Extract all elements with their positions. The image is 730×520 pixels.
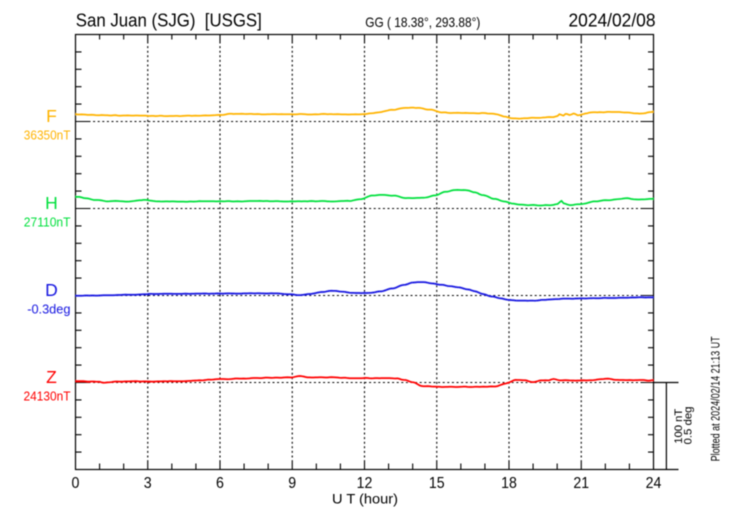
svg-text:0: 0 xyxy=(72,475,80,492)
svg-text:15: 15 xyxy=(429,475,445,492)
svg-text:24: 24 xyxy=(646,475,662,492)
svg-text:San Juan (SJG) [USGS]: San Juan (SJG) [USGS] xyxy=(76,10,262,31)
svg-text:Plotted at 2024/02/14 21:13 UT: Plotted at 2024/02/14 21:13 UT xyxy=(708,336,722,461)
svg-text:2024/02/08: 2024/02/08 xyxy=(569,10,656,31)
svg-text:27110nT: 27110nT xyxy=(24,215,71,230)
svg-text:GG ( 18.38°, 293.88°): GG ( 18.38°, 293.88°) xyxy=(365,14,480,30)
svg-text:12: 12 xyxy=(357,475,373,492)
svg-text:3: 3 xyxy=(144,475,152,492)
svg-text:36350nT: 36350nT xyxy=(24,128,71,143)
svg-text:-0.3deg: -0.3deg xyxy=(27,302,70,317)
svg-text:H: H xyxy=(45,193,58,213)
svg-text:18: 18 xyxy=(501,475,517,492)
svg-text:100 nT: 100 nT xyxy=(673,409,685,444)
svg-text:6: 6 xyxy=(216,475,224,492)
svg-text:9: 9 xyxy=(288,475,296,492)
svg-text:0.5 deg: 0.5 deg xyxy=(682,407,694,445)
svg-text:24130nT: 24130nT xyxy=(24,389,71,404)
svg-text:U T (hour): U T (hour) xyxy=(332,490,398,506)
svg-text:D: D xyxy=(45,280,58,300)
svg-text:Z: Z xyxy=(46,367,57,387)
svg-text:F: F xyxy=(46,106,57,126)
svg-text:21: 21 xyxy=(573,475,589,492)
